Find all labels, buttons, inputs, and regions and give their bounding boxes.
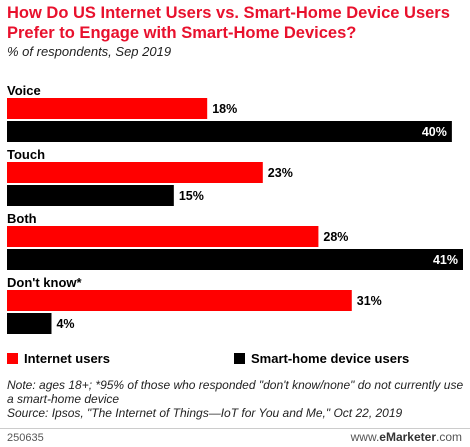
footer-divider: [0, 428, 470, 429]
brand-name: eMarketer: [379, 430, 436, 444]
value-label-smart-home-device-users-don-t-know: 4%: [56, 317, 74, 331]
category-label-both: Both: [7, 211, 37, 226]
value-label-internet-users-voice: 18%: [212, 102, 237, 116]
category-label-don-t-know: Don't know*: [7, 275, 83, 290]
bar-internet-users-both: [7, 226, 319, 247]
brand-suffix: .com: [435, 430, 462, 444]
legend-item-smart-home-device-users: Smart-home device users: [234, 351, 409, 366]
source-text: Source: Ipsos, "The Internet of Things—I…: [7, 406, 403, 420]
legend-label-internet-users: Internet users: [24, 351, 110, 366]
category-label-touch: Touch: [7, 147, 45, 162]
bar-smart-home-device-users-don-t-know: [7, 313, 52, 334]
legend: Internet users Smart-home device users: [7, 351, 463, 367]
value-label-smart-home-device-users-voice: 40%: [422, 125, 447, 139]
chart-notes: Note: ages 18+; *95% of those who respon…: [7, 378, 465, 420]
note-text: Note: ages 18+; *95% of those who respon…: [7, 378, 464, 406]
bar-smart-home-device-users-both: [7, 249, 463, 270]
legend-label-smart-home-device-users: Smart-home device users: [251, 351, 410, 366]
value-label-internet-users-both: 28%: [323, 230, 348, 244]
value-label-smart-home-device-users-touch: 15%: [179, 189, 204, 203]
value-label-smart-home-device-users-both: 41%: [433, 253, 458, 267]
legend-swatch-internet-users: [7, 353, 18, 364]
chart-subtitle: % of respondents, Sep 2019: [7, 44, 172, 59]
bar-smart-home-device-users-touch: [7, 185, 174, 206]
legend-swatch-smart-home-device-users: [234, 353, 245, 364]
bar-smart-home-device-users-voice: [7, 121, 452, 142]
brand-prefix: www.: [350, 430, 380, 444]
bar-internet-users-don-t-know: [7, 290, 352, 311]
bar-internet-users-voice: [7, 98, 208, 119]
brand-link[interactable]: www.eMarketer.com: [351, 430, 462, 444]
chart-title: How Do US Internet Users vs. Smart-Home …: [7, 4, 450, 42]
bar-chart: Voice 18% 40% Touch 23% 15% Both 28% 41% Don't kn…: [7, 83, 463, 334]
chart-id: 250635: [7, 432, 44, 444]
bar-internet-users-touch: [7, 162, 263, 183]
category-label-voice: Voice: [7, 83, 41, 98]
legend-item-internet-users: Internet users: [7, 351, 110, 366]
value-label-internet-users-touch: 23%: [268, 166, 293, 180]
value-label-internet-users-don-t-know: 31%: [357, 294, 382, 308]
